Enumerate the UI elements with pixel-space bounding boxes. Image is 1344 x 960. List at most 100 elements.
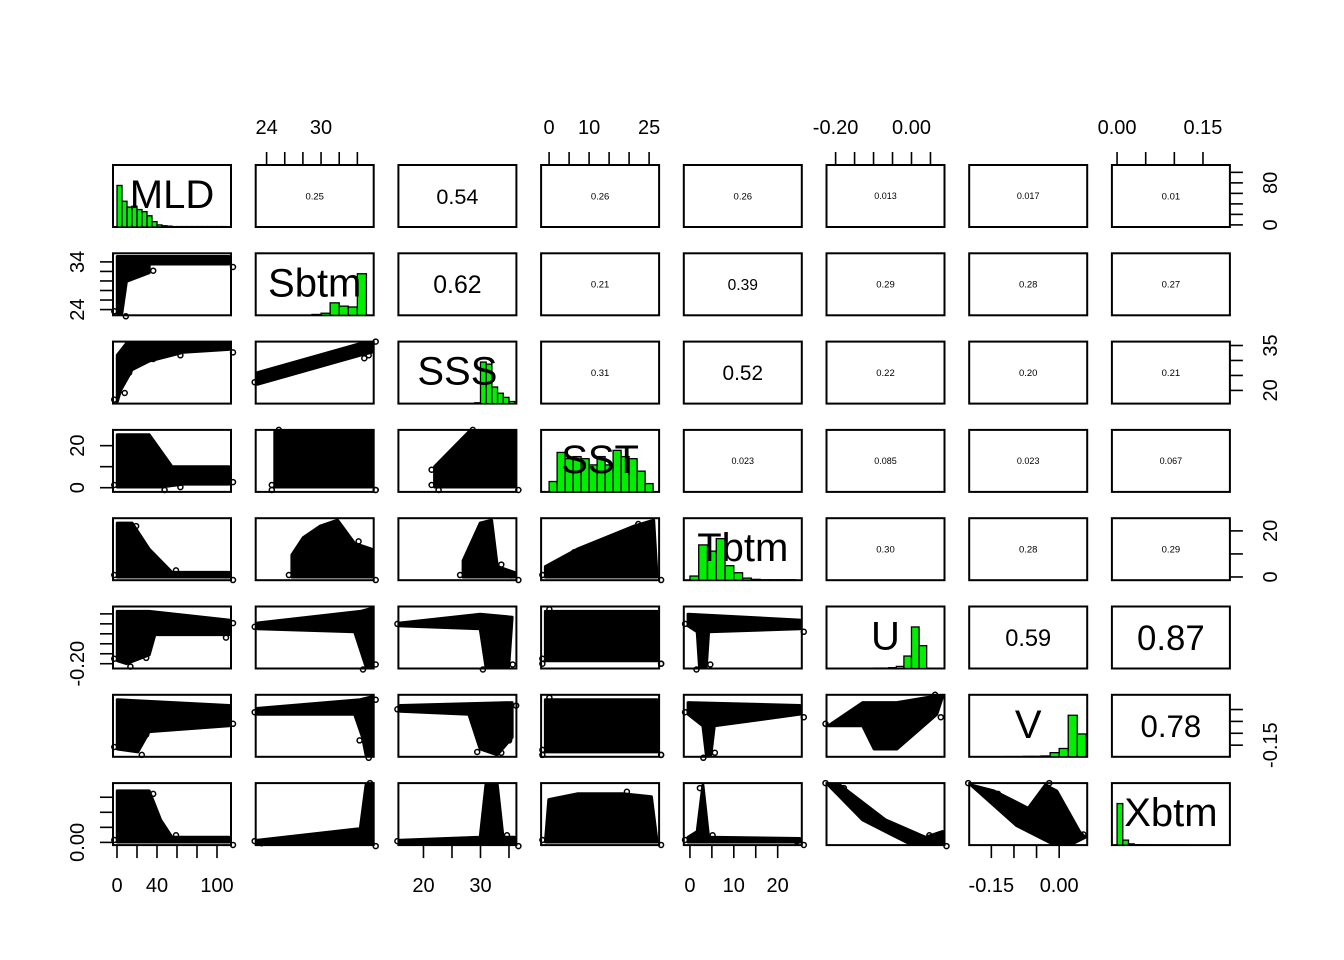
axis-tick-label: 24 bbox=[67, 298, 89, 320]
scatter-point bbox=[142, 548, 150, 556]
scatter-point bbox=[650, 611, 658, 618]
panel-frame bbox=[825, 428, 946, 493]
axis-tick-label: 20 bbox=[767, 875, 789, 897]
scatter-point bbox=[657, 576, 665, 584]
histogram-bar bbox=[1040, 755, 1051, 758]
panel-frame bbox=[825, 164, 946, 228]
variable-label: SSS bbox=[417, 350, 497, 394]
axis-tick-label: 0.00 bbox=[1040, 875, 1079, 897]
panel-frame bbox=[540, 340, 661, 405]
scatter-cloud bbox=[398, 701, 514, 757]
scatter-point bbox=[172, 567, 180, 574]
histogram-bar bbox=[918, 645, 928, 670]
panel-mld-u: 0.013 bbox=[825, 164, 946, 228]
scatter-point bbox=[936, 831, 943, 838]
scatter-point bbox=[394, 620, 401, 628]
axis-tick-label: 20 bbox=[412, 875, 434, 897]
scatter-point bbox=[822, 779, 829, 787]
variable-label: SST bbox=[561, 438, 639, 482]
correlation-label: 0.25 bbox=[305, 191, 324, 202]
scatter-point bbox=[428, 466, 435, 473]
scatter-point bbox=[571, 793, 578, 801]
axis-tick-label: 30 bbox=[469, 875, 491, 897]
scatter-point bbox=[155, 629, 163, 636]
scatter-point bbox=[696, 784, 704, 792]
panel-frame bbox=[1110, 252, 1231, 317]
scatter-point bbox=[111, 571, 118, 579]
axis-tick-label: 20 bbox=[67, 435, 89, 457]
axis-tick-label: 10 bbox=[578, 117, 600, 139]
scatter-point bbox=[111, 481, 118, 489]
histogram-bar bbox=[1127, 843, 1135, 846]
scatter-point bbox=[800, 628, 808, 636]
scatter-point bbox=[650, 699, 658, 706]
scatter-cloud bbox=[115, 254, 231, 315]
scatter-point bbox=[473, 748, 481, 756]
panel-tbtm-mld bbox=[111, 517, 237, 584]
scatter-point bbox=[822, 720, 829, 728]
axis-tick-label: 0 bbox=[1260, 571, 1282, 582]
variable-label: U bbox=[871, 615, 900, 659]
panel-sbtm-sbtm: Sbtm bbox=[254, 252, 375, 317]
panel-mld-tbtm: 0.26 bbox=[682, 164, 803, 228]
scatter-point bbox=[251, 378, 258, 386]
panel-frame bbox=[825, 517, 946, 582]
axis-tick-label: -0.15 bbox=[1260, 722, 1282, 768]
correlation-label: 0.067 bbox=[1160, 456, 1183, 466]
correlation-label: 0.29 bbox=[876, 280, 895, 291]
scatter-point bbox=[800, 841, 808, 849]
scatter-cloud bbox=[543, 518, 659, 579]
scatter-point bbox=[428, 481, 435, 489]
correlation-label: 0.29 bbox=[1162, 545, 1181, 556]
correlation-label: 0.26 bbox=[591, 191, 610, 202]
scatter-point bbox=[480, 628, 488, 636]
panel-frame bbox=[682, 428, 803, 493]
scatter-cloud bbox=[543, 698, 659, 754]
correlation-label: 0.21 bbox=[591, 280, 610, 291]
histogram-bar bbox=[1067, 714, 1078, 758]
scatter-point bbox=[149, 355, 157, 363]
histogram-bar bbox=[903, 655, 913, 670]
panel-xbtm-u bbox=[822, 779, 950, 850]
scatter-point bbox=[365, 754, 372, 762]
correlation-label: 0.27 bbox=[1162, 280, 1181, 291]
scatter-point bbox=[222, 837, 230, 844]
scatter-point bbox=[480, 522, 488, 530]
scatter-point bbox=[138, 751, 146, 759]
histogram-bar bbox=[1122, 839, 1130, 846]
scatter-point bbox=[111, 308, 118, 315]
scatter-point bbox=[372, 661, 379, 668]
panel-mld-sbtm: 0.25 bbox=[254, 164, 375, 228]
scatter-point bbox=[285, 571, 293, 579]
histogram-bar bbox=[496, 392, 504, 405]
scatter-point bbox=[693, 666, 700, 673]
scatter-point bbox=[707, 661, 714, 668]
axis-tick-label: 0.00 bbox=[1098, 117, 1137, 139]
histogram-bar bbox=[146, 215, 153, 228]
panel-mld-sst: 0.26 bbox=[540, 164, 661, 228]
correlation-label: 0.085 bbox=[874, 456, 897, 466]
histogram-bar bbox=[1058, 747, 1069, 758]
panel-u-u: U bbox=[825, 605, 946, 670]
correlation-label: 0.31 bbox=[591, 368, 610, 379]
correlation-label: 0.59 bbox=[1005, 626, 1051, 652]
scatter-point bbox=[498, 749, 505, 757]
scatter-cloud bbox=[686, 612, 802, 668]
scatter-point bbox=[539, 751, 546, 759]
scatter-point bbox=[354, 343, 361, 350]
scatter-point bbox=[251, 623, 258, 631]
scatter-point bbox=[258, 839, 265, 847]
scatter-point bbox=[142, 654, 150, 662]
panel-xbtm-sbtm bbox=[251, 779, 379, 850]
scatter-cloud bbox=[273, 430, 374, 489]
correlation-label: 0.01 bbox=[1162, 191, 1181, 202]
panel-mld-v: 0.017 bbox=[968, 164, 1089, 228]
panel-frame bbox=[825, 340, 946, 405]
scatter-point bbox=[268, 486, 276, 494]
panel-sbtm-sst: 0.21 bbox=[540, 252, 661, 317]
scatter-point bbox=[120, 281, 127, 288]
histogram-bar bbox=[320, 312, 331, 316]
scatter-point bbox=[708, 725, 715, 733]
scatter-point bbox=[394, 837, 401, 845]
